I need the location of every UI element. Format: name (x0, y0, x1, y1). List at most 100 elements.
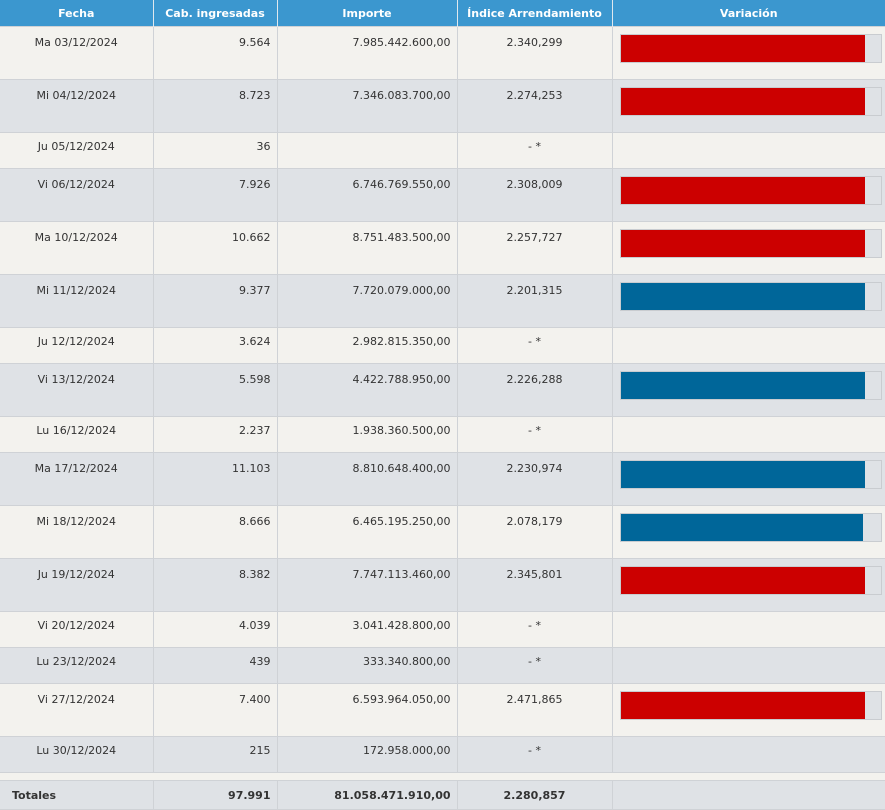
variacion-bar-track (619, 460, 882, 489)
variacion-cell (611, 683, 885, 737)
cab-cell: 8.382 (152, 558, 278, 612)
fecha-cell: Mi 18/12/2024 (0, 505, 154, 559)
fecha-cell: Ju 12/12/2024 (0, 327, 154, 364)
indice-cell: - * (456, 647, 613, 684)
fecha-cell: Vi 13/12/2024 (0, 363, 154, 417)
table-body: Ma 03/12/2024 9.564 7.985.442.600,00 2.340,… (0, 26, 885, 810)
table-row: Mi 18/12/2024 8.666 6.465.195.250,00 2.078,… (0, 505, 885, 559)
variacion-bar-down (620, 372, 866, 399)
indice-cell: - * (456, 611, 613, 648)
indice-cell: - * (456, 327, 613, 364)
header-variacion[interactable]: Variación (612, 0, 885, 27)
variacion-bar-up (620, 692, 866, 719)
spacer-cell (0, 772, 885, 781)
header-cab-ingresadas[interactable]: Cab. ingresadas (153, 0, 278, 27)
fecha-cell: Vi 06/12/2024 (0, 168, 154, 222)
table-row: Ju 05/12/2024 36 - * (0, 132, 885, 169)
header-importe[interactable]: Importe (277, 0, 458, 27)
fecha-cell: Vi 27/12/2024 (0, 683, 154, 737)
fecha-cell: Ma 10/12/2024 (0, 221, 154, 275)
cab-cell: 36 (152, 132, 278, 169)
table-row: Lu 30/12/2024 215 172.958.000,00- * (0, 736, 885, 773)
importe-cell: 7.747.113.460,00 (276, 558, 458, 612)
indice-cell: 2.340,299 (456, 26, 613, 80)
variacion-bar-track (619, 282, 882, 311)
totals-label: Totales (0, 780, 154, 810)
variacion-cell (611, 736, 885, 773)
variacion-bar-track (619, 513, 882, 542)
indice-cell: 2.201,315 (456, 274, 613, 328)
indice-cell: 2.274,253 (456, 79, 613, 133)
table-row: Ma 10/12/2024 10.662 8.751.483.500,00 2.257… (0, 221, 885, 275)
importe-cell: 8.751.483.500,00 (276, 221, 458, 275)
cab-cell: 7.400 (152, 683, 278, 737)
variacion-cell (611, 327, 885, 364)
cab-cell: 215 (152, 736, 278, 773)
fecha-cell: Ju 19/12/2024 (0, 558, 154, 612)
table-row: Ma 17/12/2024 11.103 8.810.648.400,00 2.230… (0, 452, 885, 506)
table-row: Ju 19/12/2024 8.382 7.747.113.460,00 2.345,… (0, 558, 885, 612)
header-indice[interactable]: Índice Arrendamiento (457, 0, 613, 27)
cab-cell: 8.666 (152, 505, 278, 559)
importe-cell: 172.958.000,00 (276, 736, 458, 773)
indice-cell: 2.078,179 (456, 505, 613, 559)
totals-variacion (611, 780, 885, 810)
variacion-bar-track (619, 566, 882, 595)
fecha-cell: Ju 05/12/2024 (0, 132, 154, 169)
importe-cell: 8.810.648.400,00 (276, 452, 458, 506)
variacion-bar-track (619, 229, 882, 258)
importe-cell: 7.346.083.700,00 (276, 79, 458, 133)
fecha-cell: Mi 04/12/2024 (0, 79, 154, 133)
variacion-bar-up (620, 567, 866, 594)
importe-cell: 7.985.442.600,00 (276, 26, 458, 80)
variacion-bar-up (620, 35, 866, 62)
fecha-cell: Ma 17/12/2024 (0, 452, 154, 506)
header-fecha[interactable]: Fecha (0, 0, 154, 27)
variacion-cell (611, 611, 885, 648)
table-row: Vi 13/12/2024 5.598 4.422.788.950,00 2.226,… (0, 363, 885, 417)
indice-cell: - * (456, 132, 613, 169)
importe-cell (276, 132, 458, 169)
variacion-cell (611, 132, 885, 169)
variacion-cell (611, 221, 885, 275)
table-row: Mi 04/12/2024 8.723 7.346.083.700,00 2.274,… (0, 79, 885, 133)
indice-cell: - * (456, 736, 613, 773)
importe-cell: 6.593.964.050,00 (276, 683, 458, 737)
table-row: Mi 11/12/2024 9.377 7.720.079.000,00 2.201,… (0, 274, 885, 328)
table-row: Vi 06/12/2024 7.926 6.746.769.550,00 2.308,… (0, 168, 885, 222)
variacion-cell (611, 274, 885, 328)
variacion-cell (611, 416, 885, 453)
variacion-bar-track (619, 176, 882, 205)
importe-cell: 333.340.800,00 (276, 647, 458, 684)
importe-cell: 4.422.788.950,00 (276, 363, 458, 417)
table-row: Ma 03/12/2024 9.564 7.985.442.600,00 2.340,… (0, 26, 885, 80)
indice-cell: 2.345,801 (456, 558, 613, 612)
fecha-cell: Lu 16/12/2024 (0, 416, 154, 453)
indice-cell: 2.257,727 (456, 221, 613, 275)
cab-cell: 5.598 (152, 363, 278, 417)
cab-cell: 9.377 (152, 274, 278, 328)
variacion-bar-up (620, 177, 866, 204)
importe-cell: 1.938.360.500,00 (276, 416, 458, 453)
cab-cell: 10.662 (152, 221, 278, 275)
fecha-cell: Lu 30/12/2024 (0, 736, 154, 773)
indice-cell: 2.230,974 (456, 452, 613, 506)
cab-cell: 4.039 (152, 611, 278, 648)
variacion-bar-track (619, 34, 882, 63)
variacion-bar-up (620, 88, 866, 115)
cab-cell: 9.564 (152, 26, 278, 80)
variacion-bar-down (620, 283, 866, 310)
cab-cell: 2.237 (152, 416, 278, 453)
variacion-bar-track (619, 691, 882, 720)
spacer-row (0, 772, 885, 781)
fecha-cell: Vi 20/12/2024 (0, 611, 154, 648)
table-row: Vi 20/12/2024 4.039 3.041.428.800,00- * (0, 611, 885, 648)
variacion-bar-track (619, 87, 882, 116)
variacion-cell (611, 647, 885, 684)
totals-importe: 81.058.471.910,00 (276, 780, 458, 810)
fecha-cell: Ma 03/12/2024 (0, 26, 154, 80)
importe-cell: 2.982.815.350,00 (276, 327, 458, 364)
indice-cell: 2.471,865 (456, 683, 613, 737)
cab-cell: 8.723 (152, 79, 278, 133)
